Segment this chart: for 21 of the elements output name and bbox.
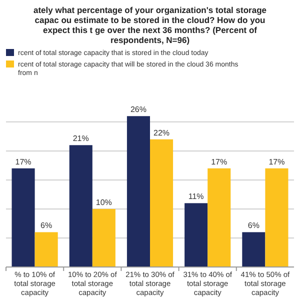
chart-title: ately what percentage of your organization's total storage capac ou estimate to be stored in the cloud? How do you expect this t ge over the next 36 months? (Percent of respondents, N=96) bbox=[34, 5, 267, 45]
data-label: 21% bbox=[72, 134, 89, 144]
bar bbox=[150, 139, 174, 267]
bar bbox=[92, 208, 116, 267]
bar bbox=[184, 203, 208, 267]
data-label: 17% bbox=[268, 157, 285, 166]
data-label: 6% bbox=[248, 221, 260, 230]
bar bbox=[242, 232, 266, 267]
data-label: 6% bbox=[40, 221, 52, 230]
data-label: 11% bbox=[188, 192, 204, 202]
bar bbox=[265, 168, 288, 267]
data-label: 26% bbox=[130, 105, 146, 114]
data-label: 17% bbox=[15, 157, 32, 166]
bar bbox=[12, 168, 35, 267]
bar bbox=[208, 168, 231, 267]
data-label: 10% bbox=[96, 198, 112, 207]
bar bbox=[69, 145, 92, 267]
bar bbox=[126, 116, 150, 267]
data-label: 22% bbox=[154, 128, 170, 138]
data-label: 17% bbox=[211, 157, 228, 166]
bar bbox=[34, 232, 58, 267]
